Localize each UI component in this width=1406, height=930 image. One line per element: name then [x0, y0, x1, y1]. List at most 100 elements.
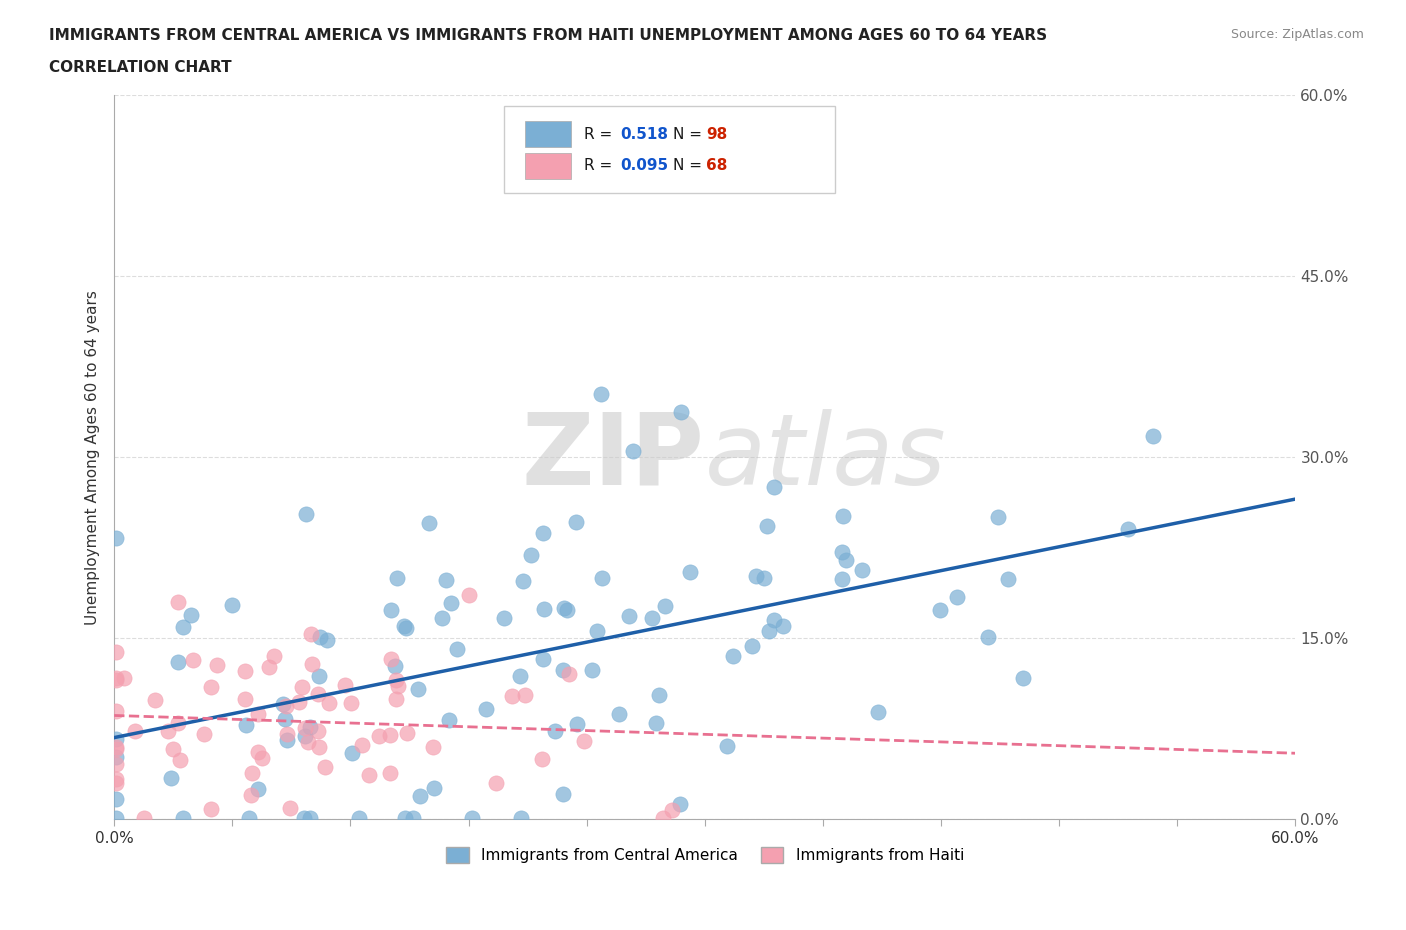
Point — [105, 792, 128, 807]
Point — [567, 716, 589, 731]
Point — [297, 735, 319, 750]
Point — [294, 728, 316, 743]
Text: CORRELATION CHART: CORRELATION CHART — [49, 60, 232, 75]
Point — [772, 618, 794, 633]
Point — [394, 810, 416, 825]
Point — [641, 611, 664, 626]
Point — [679, 565, 702, 579]
Point — [1116, 522, 1139, 537]
Point — [105, 531, 128, 546]
Point — [509, 810, 531, 825]
Point — [263, 648, 285, 663]
Point — [669, 797, 692, 812]
Point — [333, 678, 356, 693]
Point — [520, 547, 543, 562]
Text: ZIP: ZIP — [522, 408, 704, 506]
Point — [299, 627, 322, 642]
Y-axis label: Unemployment Among Ages 60 to 64 years: Unemployment Among Ages 60 to 64 years — [86, 289, 100, 625]
Point — [831, 571, 853, 586]
Point — [555, 603, 578, 618]
Point — [392, 618, 415, 633]
Point — [105, 644, 128, 659]
Point — [831, 545, 853, 560]
Point — [105, 671, 128, 685]
Point — [551, 787, 574, 802]
Point — [308, 669, 330, 684]
Point — [347, 810, 370, 825]
Point — [565, 515, 588, 530]
Point — [721, 649, 744, 664]
Point — [307, 724, 329, 738]
Point — [654, 599, 676, 614]
Point — [422, 739, 444, 754]
Text: R =: R = — [585, 158, 617, 173]
Point — [402, 810, 425, 825]
Point — [221, 598, 243, 613]
Point — [180, 607, 202, 622]
Point — [553, 600, 575, 615]
Point — [340, 696, 363, 711]
Point — [744, 569, 766, 584]
Point — [200, 802, 222, 817]
Point — [987, 510, 1010, 525]
Point — [609, 707, 631, 722]
Point — [246, 707, 269, 722]
Point — [159, 770, 181, 785]
Point — [591, 386, 613, 401]
Point — [274, 712, 297, 727]
Point — [250, 751, 273, 765]
Point — [409, 788, 432, 803]
Point — [585, 624, 607, 639]
Point — [512, 574, 534, 589]
Point — [359, 767, 381, 782]
Point — [143, 692, 166, 707]
Point — [352, 737, 374, 752]
Point — [831, 509, 853, 524]
Point — [380, 765, 402, 780]
Point — [235, 692, 257, 707]
Point — [591, 570, 613, 585]
Legend: Immigrants from Central America, Immigrants from Haiti: Immigrants from Central America, Immigra… — [440, 841, 970, 870]
Point — [385, 673, 408, 688]
Point — [928, 603, 950, 618]
Point — [661, 802, 683, 817]
Point — [835, 553, 858, 568]
Point — [291, 680, 314, 695]
Point — [396, 725, 419, 740]
Point — [945, 590, 967, 604]
Point — [763, 613, 786, 628]
Text: Source: ZipAtlas.com: Source: ZipAtlas.com — [1230, 28, 1364, 41]
Point — [572, 734, 595, 749]
Point — [544, 724, 567, 738]
Point — [752, 571, 775, 586]
Point — [762, 479, 785, 494]
Point — [167, 715, 190, 730]
Point — [172, 619, 194, 634]
Point — [501, 689, 523, 704]
Point — [314, 759, 336, 774]
Point — [276, 698, 298, 713]
Point — [105, 732, 128, 747]
Point — [247, 782, 270, 797]
Point — [380, 603, 402, 618]
Point — [645, 715, 668, 730]
Point — [298, 720, 321, 735]
Text: IMMIGRANTS FROM CENTRAL AMERICA VS IMMIGRANTS FROM HAITI UNEMPLOYMENT AMONG AGES: IMMIGRANTS FROM CENTRAL AMERICA VS IMMIG… — [49, 28, 1047, 43]
Point — [162, 741, 184, 756]
Point — [460, 810, 482, 825]
Point — [494, 611, 516, 626]
Point — [533, 651, 555, 666]
Point — [105, 750, 128, 764]
Point — [247, 745, 270, 760]
Text: atlas: atlas — [704, 408, 946, 506]
Point — [181, 653, 204, 668]
Point — [474, 702, 496, 717]
Point — [551, 663, 574, 678]
Point — [976, 630, 998, 644]
Point — [1142, 429, 1164, 444]
Point — [235, 717, 257, 732]
Point — [105, 672, 128, 687]
Point — [755, 519, 778, 534]
Point — [172, 810, 194, 825]
Point — [112, 671, 135, 685]
